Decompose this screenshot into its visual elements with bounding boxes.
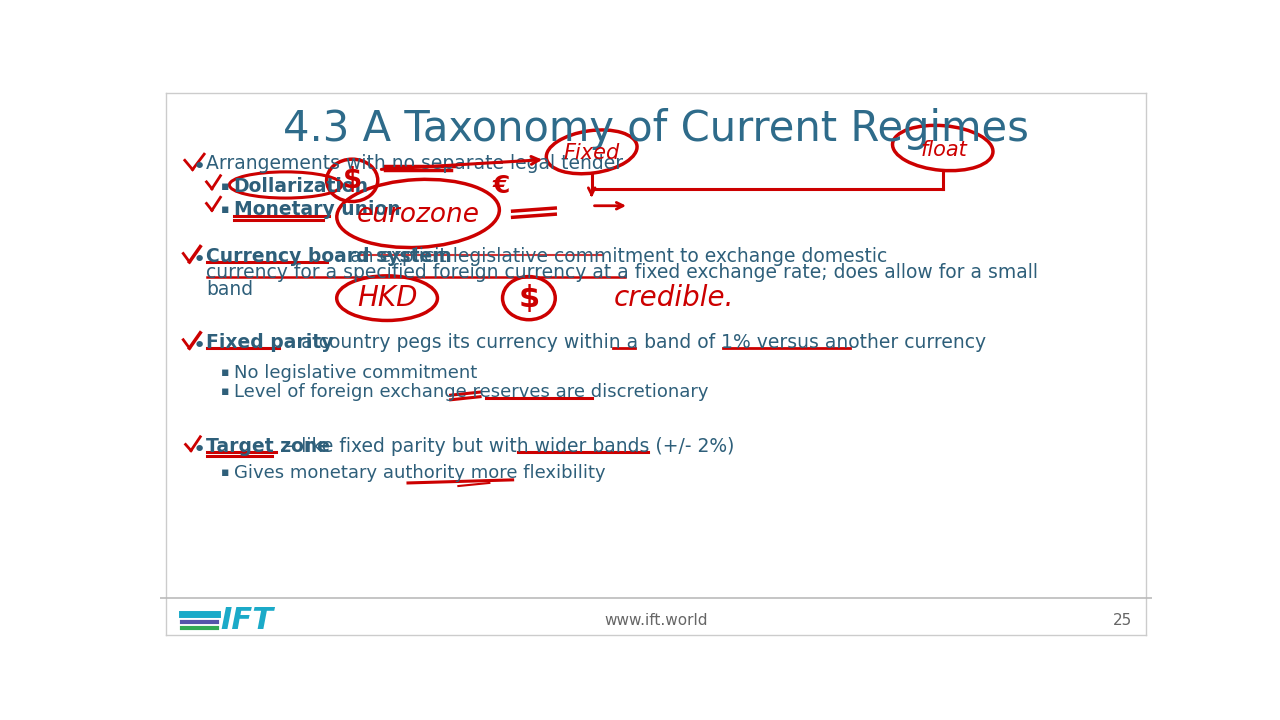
Text: Fixed: Fixed — [563, 143, 620, 163]
Text: HKD: HKD — [357, 284, 417, 312]
Text: 25: 25 — [1114, 613, 1133, 628]
Text: ▪: ▪ — [220, 366, 229, 379]
Text: Monetary union: Monetary union — [234, 200, 401, 220]
Text: – like fixed parity but with wider bands (+/- 2%): – like fixed parity but with wider bands… — [280, 437, 735, 456]
Text: •: • — [192, 336, 206, 356]
Text: 4.3 A Taxonomy of Current Regimes: 4.3 A Taxonomy of Current Regimes — [283, 108, 1029, 150]
Text: No legislative commitment: No legislative commitment — [234, 364, 477, 382]
Text: – an explicit legislative commitment to exchange domestic: – an explicit legislative commitment to … — [329, 246, 887, 266]
Text: ▪: ▪ — [220, 202, 229, 216]
Text: www.ift.world: www.ift.world — [604, 613, 708, 628]
Text: – a country pegs its currency within a band of 1% versus another currency: – a country pegs its currency within a b… — [280, 333, 987, 352]
Text: Target zone: Target zone — [206, 437, 330, 456]
Text: ▪: ▪ — [220, 179, 229, 192]
Text: Level of foreign exchange reserves are discretionary: Level of foreign exchange reserves are d… — [234, 383, 708, 401]
Text: Arrangements with no separate legal tender: Arrangements with no separate legal tend… — [206, 154, 623, 173]
Text: •: • — [192, 250, 206, 269]
Text: ▪: ▪ — [220, 385, 229, 398]
Text: currency for a specified foreign currency at a fixed exchange rate; does allow f: currency for a specified foreign currenc… — [206, 264, 1038, 282]
Text: Dollarization: Dollarization — [234, 177, 369, 197]
Text: Currency board system: Currency board system — [206, 246, 452, 266]
Text: eurozone: eurozone — [357, 202, 480, 228]
Text: credible.: credible. — [613, 284, 733, 312]
Text: float: float — [920, 140, 968, 160]
Text: ▪: ▪ — [220, 466, 229, 479]
Text: IFT: IFT — [220, 606, 274, 634]
Text: $: $ — [518, 284, 540, 312]
Text: Fixed parity: Fixed parity — [206, 333, 334, 352]
Text: •: • — [192, 157, 206, 177]
Text: €: € — [493, 174, 509, 199]
Text: •: • — [192, 440, 206, 460]
Text: $: $ — [343, 166, 362, 194]
Text: Gives monetary authority more flexibility: Gives monetary authority more flexibilit… — [234, 464, 605, 482]
Text: band: band — [206, 280, 253, 300]
